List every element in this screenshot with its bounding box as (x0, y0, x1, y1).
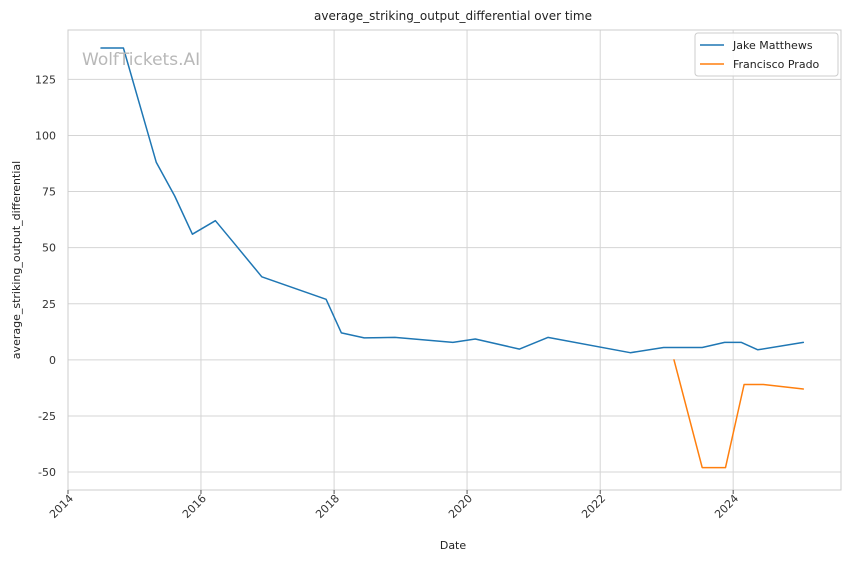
legend-label: Jake Matthews (732, 39, 813, 52)
plot-area (68, 30, 841, 490)
series-line-francisco-prado (673, 359, 805, 469)
series-line-jake-matthews (100, 47, 805, 354)
y-tick-label: 25 (42, 298, 56, 311)
watermark-text: WolfTickets.AI (82, 50, 200, 70)
chart-title: average_striking_output_differential ove… (314, 9, 592, 23)
y-tick-label: 75 (42, 186, 56, 199)
plot-frame (67, 29, 842, 491)
y-tick-label: 50 (42, 242, 56, 255)
series-lines (100, 47, 805, 469)
y-tick-label: 125 (35, 73, 56, 86)
y-tick-label: 100 (35, 129, 56, 142)
y-axis-ticks: -50 -25 0 25 50 75 100 125 (35, 73, 56, 479)
y-axis-title: average_striking_output_differential (10, 161, 23, 359)
y-tick-label: -25 (38, 410, 56, 423)
legend-box (694, 32, 839, 77)
legend-label: Francisco Prado (733, 58, 820, 71)
legend: Jake Matthews Francisco Prado (694, 32, 839, 77)
y-tick-label: -50 (38, 466, 56, 479)
y-tick-label: 0 (49, 354, 56, 367)
x-axis-title: Date (440, 539, 467, 552)
